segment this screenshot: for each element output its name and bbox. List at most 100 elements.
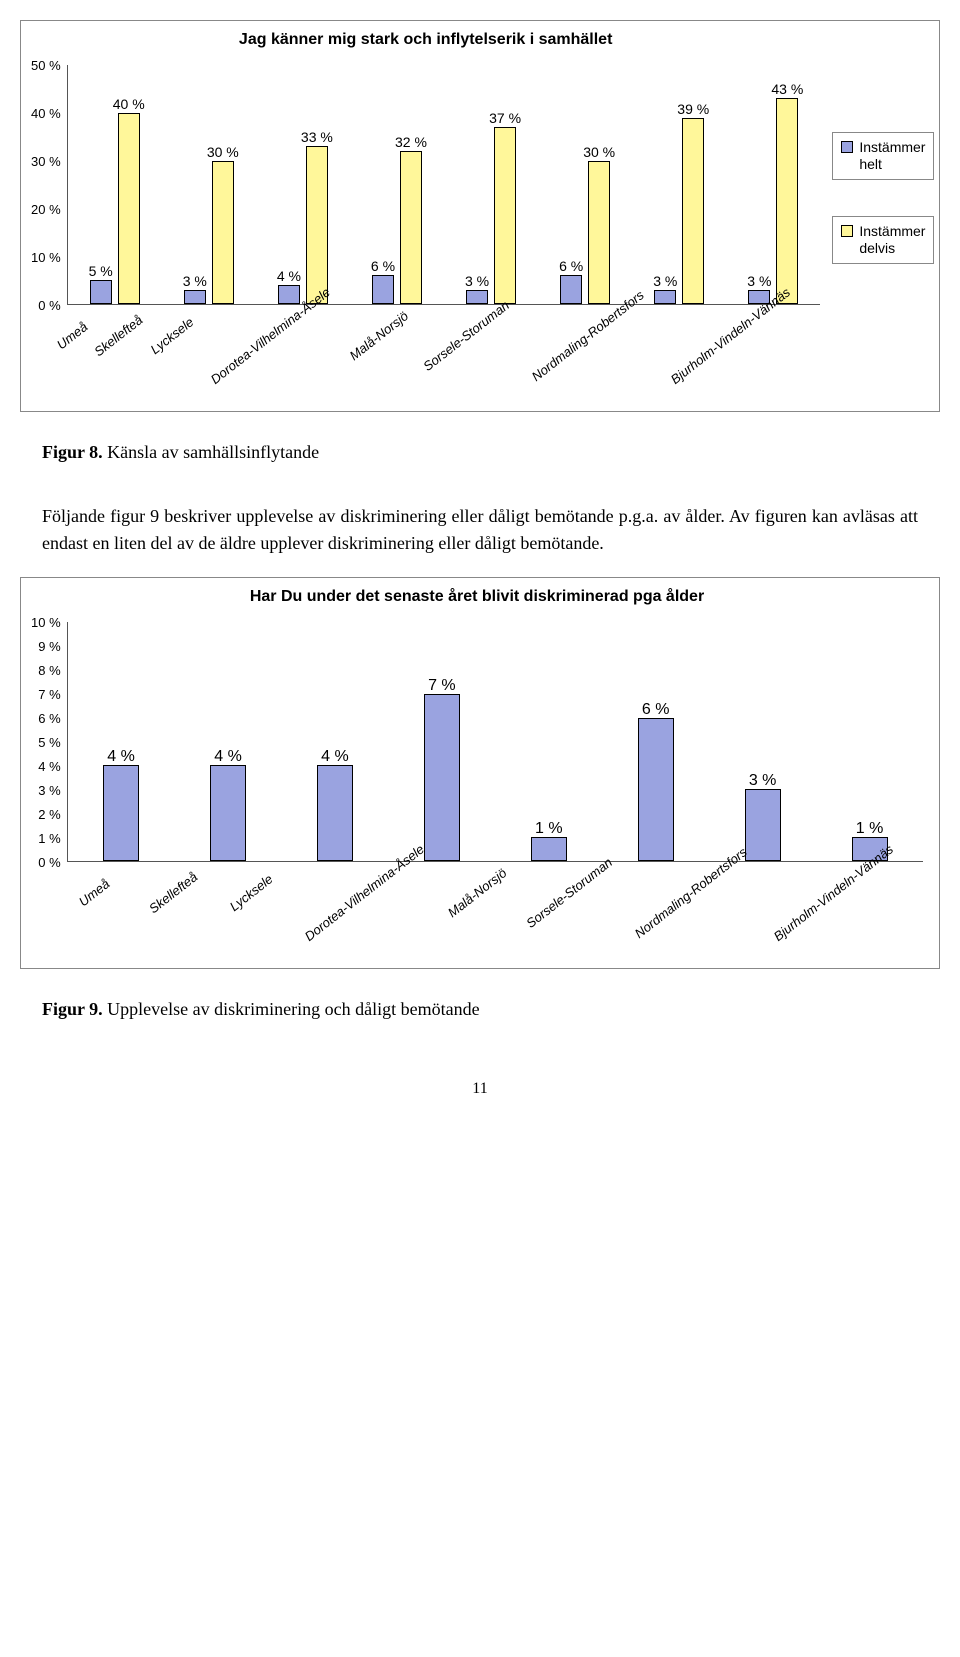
bar: 7 % bbox=[424, 694, 460, 861]
bar-group: 3 % bbox=[709, 622, 816, 861]
bar-value-label: 7 % bbox=[428, 677, 456, 695]
bar-group: 3 % 37 % bbox=[444, 65, 538, 304]
bar-group: 3 % 30 % bbox=[162, 65, 256, 304]
chart2-title: Har Du under det senaste året blivit dis… bbox=[31, 588, 923, 606]
chart2-x-labels: UmeåSkellefteåLyckseleDorotea-Vilhelmina… bbox=[31, 868, 923, 883]
bar-value-label: 6 % bbox=[642, 701, 670, 719]
bar-value-label: 40 % bbox=[113, 96, 145, 112]
swatch-icon bbox=[841, 141, 853, 153]
chart1-plot: 5 % 40 % 3 % 30 % 4 % 33 % 6 % 32 % 3 % 37 % 6 % 30… bbox=[67, 65, 821, 305]
chart1-columns: 5 % 40 % 3 % 30 % 4 % 33 % 6 % 32 % 3 % 37 % 6 % 30… bbox=[68, 65, 821, 304]
chart1-x-labels: UmeåSkellefteåLyckseleDorotea-Vilhelmina… bbox=[31, 311, 820, 326]
chart2-plot: 4 %4 %4 %7 %1 %6 %3 %1 % bbox=[67, 622, 923, 862]
bar: 30 % bbox=[212, 161, 234, 304]
chart2-columns: 4 %4 %4 %7 %1 %6 %3 %1 % bbox=[68, 622, 923, 861]
chart1-container: Jag känner mig stark och inflytelserik i… bbox=[20, 20, 940, 412]
bar-value-label: 5 % bbox=[89, 263, 113, 279]
paragraph: Följande figur 9 beskriver upplevelse av… bbox=[42, 503, 918, 557]
bar-group: 5 % 40 % bbox=[68, 65, 162, 304]
chart1-main: Jag känner mig stark och inflytelserik i… bbox=[31, 31, 820, 401]
bar-group: 1 % bbox=[495, 622, 602, 861]
chart1-title: Jag känner mig stark och inflytelserik i… bbox=[31, 31, 820, 49]
bar: 4 % bbox=[210, 765, 246, 861]
figure9-text: Upplevelse av diskriminering och dåligt … bbox=[107, 999, 479, 1019]
figure9-label: Figur 9. bbox=[42, 999, 103, 1019]
x-label: Sorsele-Storuman bbox=[421, 298, 513, 374]
bar-value-label: 1 % bbox=[856, 820, 884, 838]
bar-value-label: 30 % bbox=[583, 144, 615, 160]
bar-group: 7 % bbox=[388, 622, 495, 861]
bar-group: 3 % 39 % bbox=[632, 65, 726, 304]
x-label: Skellefteå bbox=[137, 863, 208, 923]
bar-value-label: 33 % bbox=[301, 129, 333, 145]
bar-value-label: 4 % bbox=[277, 268, 301, 284]
chart2-main: Har Du under det senaste året blivit dis… bbox=[31, 588, 923, 958]
bar-value-label: 3 % bbox=[747, 273, 771, 289]
x-label: Sorsele-Storuman bbox=[523, 855, 615, 931]
bar: 3 % bbox=[745, 789, 781, 861]
figure9-caption: Figur 9. Upplevelse av diskriminering oc… bbox=[42, 999, 918, 1020]
bar: 6 % bbox=[638, 718, 674, 861]
bar: 3 % bbox=[466, 290, 488, 304]
bar-value-label: 1 % bbox=[535, 820, 563, 838]
bar: 37 % bbox=[494, 127, 516, 304]
figure8-text: Känsla av samhällsinflytande bbox=[107, 442, 319, 462]
bar-value-label: 32 % bbox=[395, 134, 427, 150]
figure8-label: Figur 8. bbox=[42, 442, 103, 462]
bar: 3 % bbox=[184, 290, 206, 304]
x-label: Malå-Norsjö bbox=[442, 863, 513, 923]
bar-value-label: 4 % bbox=[107, 748, 135, 766]
x-label: Umeå bbox=[54, 319, 91, 352]
bar: 6 % bbox=[560, 275, 582, 304]
x-label: Lycksele bbox=[216, 863, 287, 923]
chart2-container: Har Du under det senaste året blivit dis… bbox=[20, 577, 940, 969]
bar-value-label: 6 % bbox=[559, 258, 583, 274]
bar: 4 % bbox=[278, 285, 300, 304]
bar-value-label: 4 % bbox=[214, 748, 242, 766]
bar: 3 % bbox=[654, 290, 676, 304]
bar-value-label: 37 % bbox=[489, 110, 521, 126]
bar-value-label: 39 % bbox=[677, 101, 709, 117]
bar-value-label: 3 % bbox=[183, 273, 207, 289]
bar-group: 3 % 43 % bbox=[726, 65, 820, 304]
bar-value-label: 3 % bbox=[465, 273, 489, 289]
bar-value-label: 4 % bbox=[321, 748, 349, 766]
x-label: Umeå bbox=[59, 863, 130, 923]
bar: 30 % bbox=[588, 161, 610, 304]
bar-value-label: 30 % bbox=[207, 144, 239, 160]
x-label: Skellefteå bbox=[91, 312, 145, 359]
bar-value-label: 3 % bbox=[749, 772, 777, 790]
x-label: Malå-Norsjö bbox=[347, 308, 411, 363]
bar: 39 % bbox=[682, 118, 704, 304]
chart1-legend: Instämmer helt Instämmer delvis bbox=[832, 132, 934, 299]
chart1-legend-item-1: Instämmer delvis bbox=[832, 216, 934, 264]
bar: 4 % bbox=[103, 765, 139, 861]
bar: 43 % bbox=[776, 98, 798, 304]
figure8-caption: Figur 8. Känsla av samhällsinflytande bbox=[42, 442, 918, 463]
chart1-legend-label-1: Instämmer delvis bbox=[859, 223, 925, 257]
swatch-icon bbox=[841, 225, 853, 237]
bar: 6 % bbox=[372, 275, 394, 304]
bar-value-label: 6 % bbox=[371, 258, 395, 274]
chart1-legend-item-0: Instämmer helt bbox=[832, 132, 934, 180]
chart2-plot-wrap: 0 %1 %2 %3 %4 %5 %6 %7 %8 %9 %10 % 4 %4 … bbox=[31, 622, 923, 862]
bar: 32 % bbox=[400, 151, 422, 304]
bar: 33 % bbox=[306, 146, 328, 304]
bar-group: 4 % bbox=[281, 622, 388, 861]
bar-group: 4 % bbox=[175, 622, 282, 861]
chart2-y-axis: 0 %1 %2 %3 %4 %5 %6 %7 %8 %9 %10 % bbox=[31, 622, 67, 862]
bar-group: 6 % bbox=[602, 622, 709, 861]
bar: 4 % bbox=[317, 765, 353, 861]
chart1-y-axis: 0 %10 %20 %30 %40 %50 % bbox=[31, 65, 67, 305]
bar-group: 4 % 33 % bbox=[256, 65, 350, 304]
x-label: Lycksele bbox=[147, 314, 196, 357]
bar-group: 1 % bbox=[816, 622, 923, 861]
bar-group: 6 % 30 % bbox=[538, 65, 632, 304]
bar: 1 % bbox=[531, 837, 567, 861]
page-number: 11 bbox=[20, 1080, 940, 1098]
bar: 5 % bbox=[90, 280, 112, 304]
chart1-legend-label-0: Instämmer helt bbox=[859, 139, 925, 173]
bar-value-label: 43 % bbox=[771, 81, 803, 97]
bar: 40 % bbox=[118, 113, 140, 304]
bar-value-label: 3 % bbox=[653, 273, 677, 289]
